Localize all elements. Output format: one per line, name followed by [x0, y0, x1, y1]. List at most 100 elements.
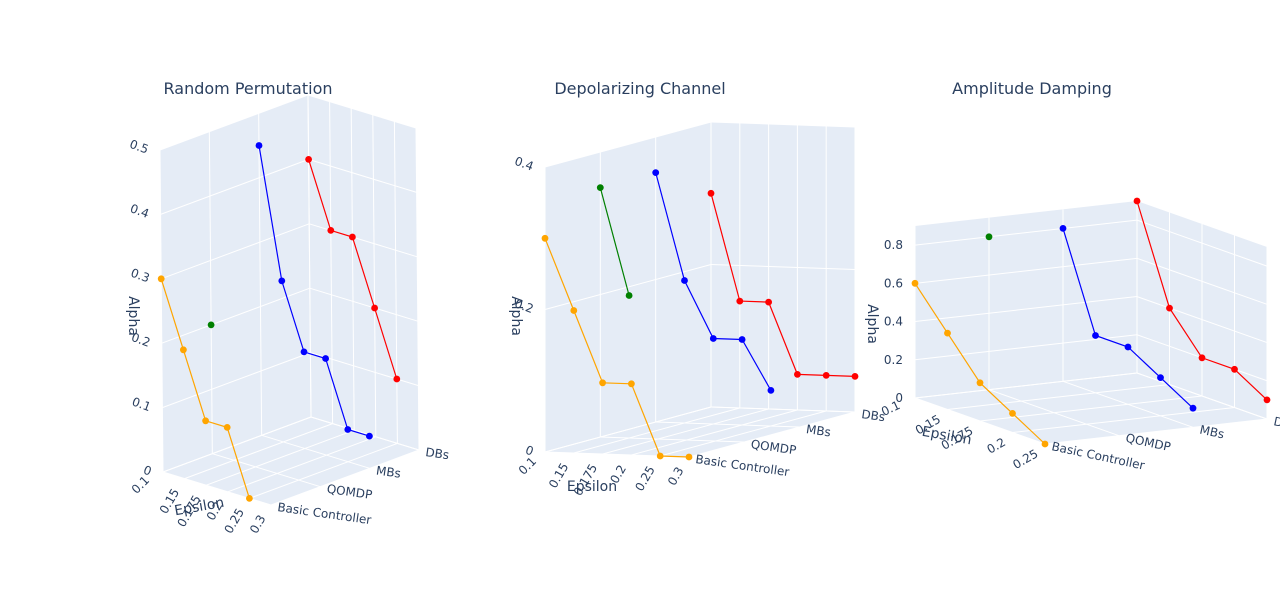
- data-point[interactable]: [944, 329, 951, 337]
- data-point[interactable]: [652, 169, 660, 177]
- data-point[interactable]: [1166, 304, 1173, 312]
- data-point[interactable]: [223, 424, 231, 431]
- data-point[interactable]: [681, 277, 688, 284]
- data-point[interactable]: [1198, 354, 1206, 362]
- z-tick-label: 0.5: [128, 137, 151, 157]
- x-tick-label: 0.1: [516, 454, 539, 477]
- data-point[interactable]: [736, 297, 744, 305]
- data-point[interactable]: [1009, 410, 1016, 417]
- data-point[interactable]: [157, 275, 165, 283]
- data-point[interactable]: [596, 184, 604, 192]
- z-tick-label: 0.4: [128, 201, 151, 221]
- data-point[interactable]: [322, 355, 329, 362]
- subplot-title: Amplitude Damping: [952, 79, 1112, 98]
- data-point[interactable]: [1263, 396, 1271, 404]
- data-point[interactable]: [707, 189, 715, 197]
- x-tick-label: 0.3: [247, 513, 269, 537]
- data-point[interactable]: [1092, 332, 1099, 339]
- series-basic-controller: [541, 234, 693, 461]
- data-point[interactable]: [911, 279, 919, 287]
- y-category-label: QOMDP: [1124, 431, 1172, 454]
- data-point[interactable]: [180, 346, 187, 354]
- series-mbs: [652, 169, 775, 394]
- data-point[interactable]: [1133, 197, 1141, 205]
- y-category-label: QOMDP: [326, 482, 373, 502]
- data-point[interactable]: [207, 321, 215, 329]
- x-tick-label: 0.2: [984, 435, 1008, 457]
- series-line: [599, 187, 630, 296]
- series-mbs: [1059, 225, 1197, 412]
- data-point[interactable]: [366, 432, 373, 440]
- z-tick-label: 0.3: [129, 266, 152, 286]
- z-tick-label: 0: [895, 391, 903, 405]
- data-point[interactable]: [794, 371, 801, 378]
- x-tick-label: 0.3: [665, 465, 687, 489]
- scene-2[interactable]: 00.20.40.1 0.15 0.175 0.2 0.25 0.3 Basic Contr…: [508, 79, 886, 498]
- data-point[interactable]: [985, 233, 993, 241]
- y-category-label: MBs: [375, 463, 402, 480]
- series-dbs: [707, 189, 859, 380]
- data-point[interactable]: [202, 417, 210, 425]
- data-point[interactable]: [709, 335, 717, 342]
- series-dbs: [1133, 197, 1271, 404]
- data-point[interactable]: [625, 292, 633, 299]
- floor-pane: [545, 407, 855, 457]
- data-point[interactable]: [541, 234, 549, 242]
- floor-pane: [163, 417, 419, 505]
- scene-3[interactable]: 00.20.40.60.80.10.150.175 0.20.25 Basic Co…: [864, 79, 1280, 473]
- data-point[interactable]: [278, 277, 286, 285]
- z-tick-label: 0.2: [129, 330, 152, 350]
- series-qomdp: [596, 184, 633, 299]
- y-category-label: Basic Controller: [277, 500, 373, 527]
- data-point[interactable]: [246, 495, 253, 502]
- y-category-label: DBs: [1272, 414, 1280, 433]
- data-point[interactable]: [765, 298, 772, 306]
- data-point[interactable]: [656, 452, 664, 460]
- data-point[interactable]: [1231, 365, 1238, 373]
- data-point[interactable]: [255, 142, 263, 149]
- y-category-label: DBs: [425, 445, 450, 462]
- data-point[interactable]: [300, 348, 308, 356]
- z-axis-title: Alpha: [864, 304, 880, 344]
- data-point[interactable]: [1189, 404, 1197, 412]
- series-line: [710, 193, 856, 377]
- data-point[interactable]: [767, 387, 775, 394]
- data-point[interactable]: [305, 156, 312, 163]
- scene-1[interactable]: 00.10.20.30.40.50.10.150.175 0.20.25 0.3 Ba…: [125, 79, 450, 536]
- subplot-title: Random Permutation: [164, 79, 333, 98]
- z-axis-title: Alpha: [508, 296, 524, 336]
- data-point[interactable]: [599, 379, 606, 387]
- y-category-label: MBs: [805, 422, 832, 439]
- data-point[interactable]: [1124, 343, 1132, 351]
- z-tick-label: 0: [141, 463, 153, 479]
- data-point[interactable]: [851, 373, 859, 380]
- data-point[interactable]: [327, 227, 335, 234]
- data-point[interactable]: [344, 426, 352, 433]
- data-point[interactable]: [685, 453, 693, 461]
- series-qomdp: [985, 233, 993, 241]
- z-tick-label: 0: [523, 443, 535, 459]
- series-basic-controller: [157, 275, 253, 502]
- data-point[interactable]: [371, 304, 378, 312]
- x-tick-label: 0.25: [632, 464, 657, 494]
- data-point[interactable]: [1059, 225, 1067, 232]
- data-point[interactable]: [976, 379, 984, 387]
- data-point[interactable]: [1157, 374, 1164, 381]
- z-tick-label: 0.6: [884, 276, 903, 290]
- data-point[interactable]: [393, 375, 401, 383]
- z-tick-label: 0.2: [513, 296, 536, 316]
- y-category-label: MBs: [1198, 423, 1225, 442]
- data-point[interactable]: [349, 233, 356, 241]
- z-axis-title: Alpha: [125, 296, 141, 336]
- left-wall-pane: [915, 201, 1137, 398]
- data-point[interactable]: [1041, 440, 1049, 448]
- z-tick-label: 0.4: [884, 315, 903, 329]
- data-point[interactable]: [570, 307, 578, 314]
- data-point[interactable]: [822, 372, 830, 379]
- series-line: [258, 145, 370, 437]
- series-basic-controller: [911, 279, 1049, 448]
- data-point[interactable]: [628, 380, 635, 388]
- z-tick-label: 0.4: [513, 154, 536, 174]
- data-point[interactable]: [738, 336, 746, 343]
- series-qomdp: [207, 321, 215, 329]
